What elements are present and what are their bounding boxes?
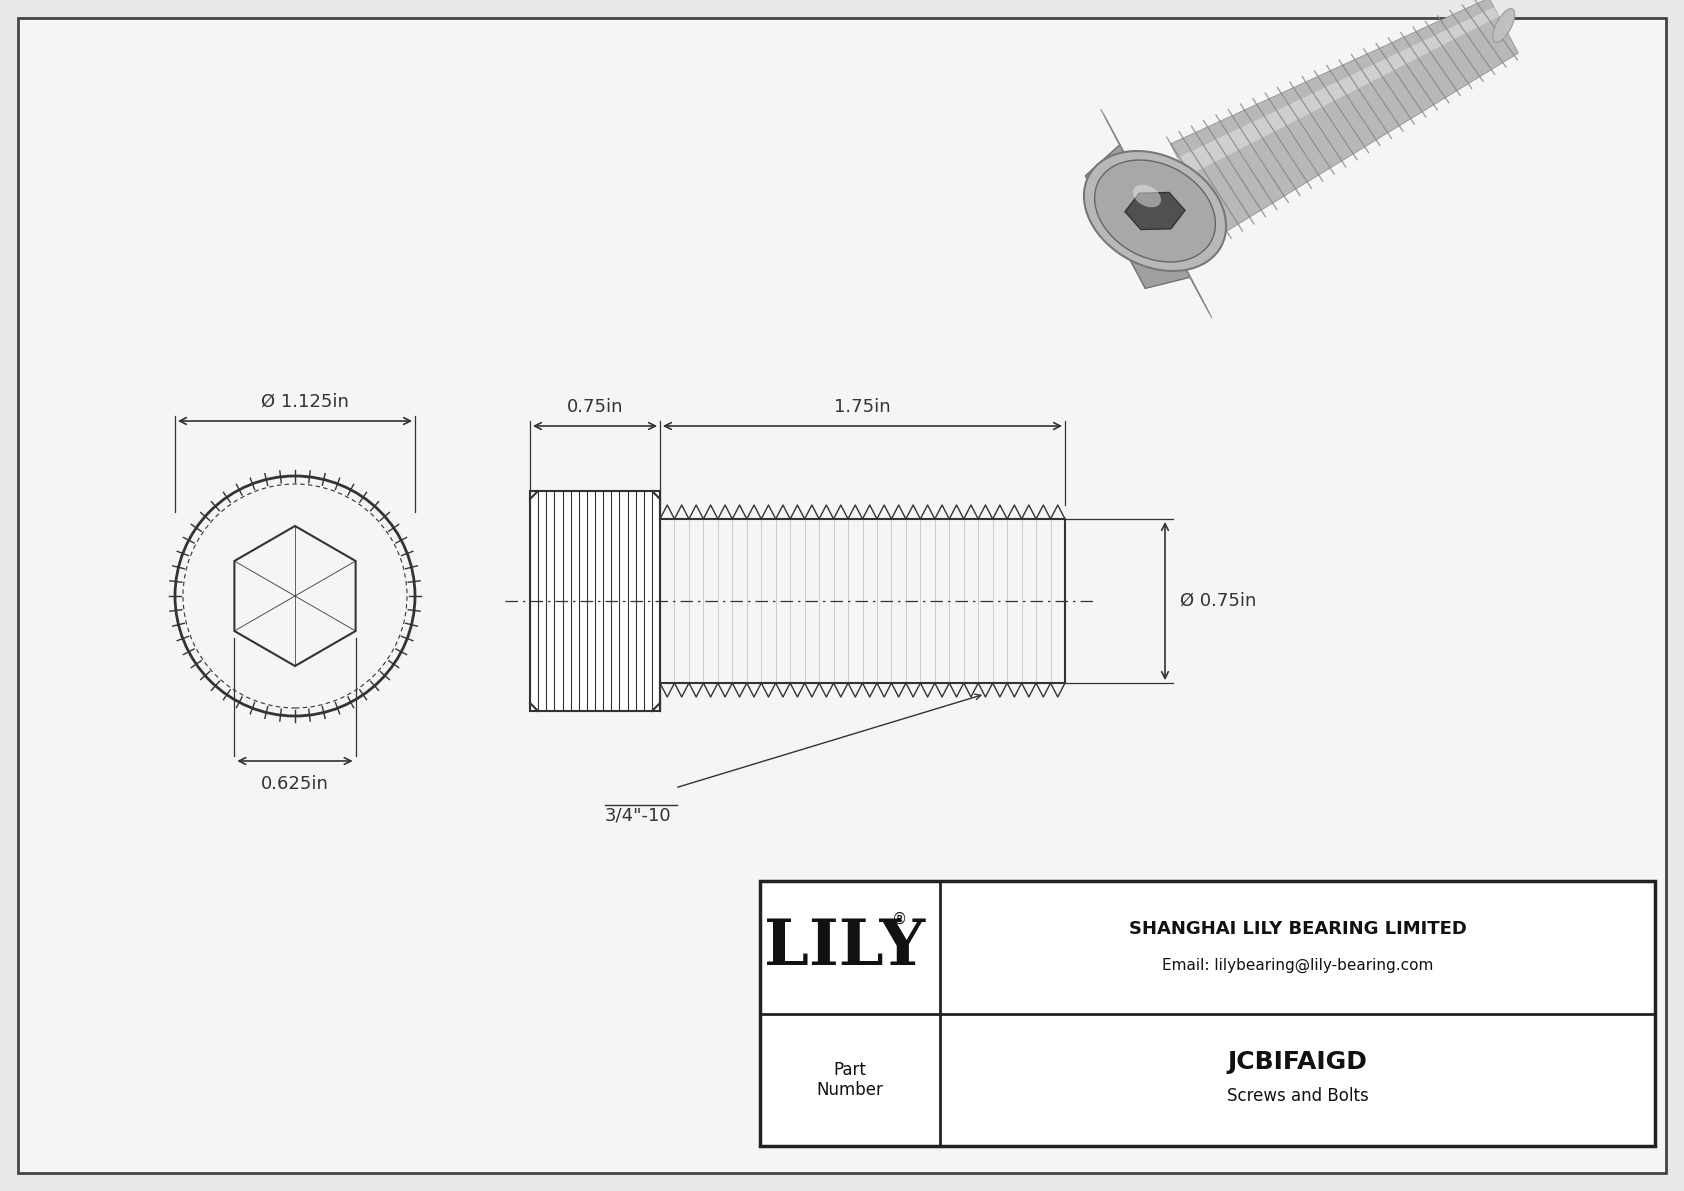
Polygon shape: [1170, 0, 1519, 236]
Bar: [530, 491, 660, 711]
Text: Ø 1.125in: Ø 1.125in: [261, 393, 349, 411]
Text: JCBIFAIGD: JCBIFAIGD: [1228, 1050, 1367, 1074]
Polygon shape: [1125, 193, 1186, 230]
Text: Screws and Bolts: Screws and Bolts: [1226, 1087, 1369, 1105]
Polygon shape: [1086, 145, 1191, 288]
Ellipse shape: [1095, 160, 1216, 262]
Text: ®: ®: [893, 912, 908, 927]
Text: 1.75in: 1.75in: [834, 398, 891, 416]
Bar: [759, 881, 1655, 1146]
Text: 0.625in: 0.625in: [261, 775, 328, 793]
Ellipse shape: [1084, 151, 1226, 272]
Text: LILY: LILY: [765, 917, 926, 978]
Polygon shape: [1177, 7, 1499, 176]
Text: 3/4"-10: 3/4"-10: [605, 806, 672, 824]
Text: 0.75in: 0.75in: [568, 398, 623, 416]
Text: Ø 0.75in: Ø 0.75in: [1180, 592, 1256, 610]
Text: Email: lilybearing@lily-bearing.com: Email: lilybearing@lily-bearing.com: [1162, 958, 1433, 973]
Ellipse shape: [1133, 185, 1160, 207]
Text: SHANGHAI LILY BEARING LIMITED: SHANGHAI LILY BEARING LIMITED: [1128, 921, 1467, 939]
Text: Part
Number: Part Number: [817, 1061, 884, 1099]
Ellipse shape: [1492, 8, 1516, 43]
